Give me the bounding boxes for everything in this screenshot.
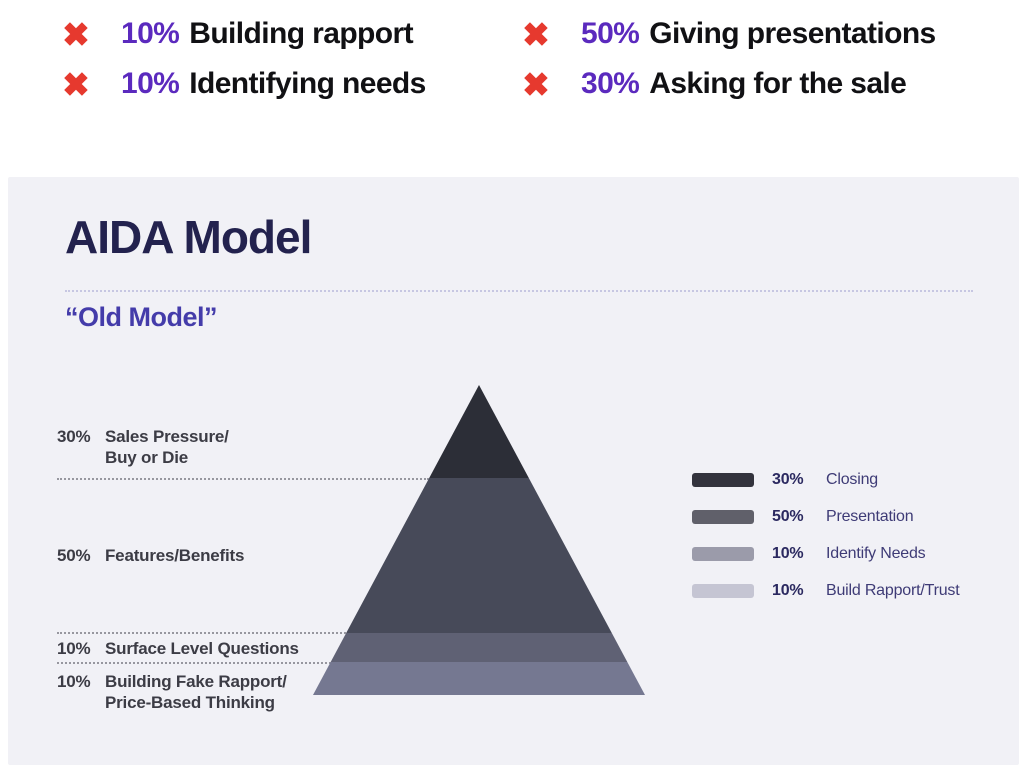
x-mark-icon: ✖ <box>62 15 90 53</box>
side-text: Features/Benefits <box>105 546 245 565</box>
item-label: Building rapport <box>189 17 413 50</box>
legend-row-presentation: 50% Presentation <box>692 507 914 527</box>
legend-percent: 10% <box>772 582 804 599</box>
aida-model-card: AIDA Model “Old Model” 30% Sales Pressur… <box>8 177 1019 765</box>
item-label: Giving presentations <box>649 17 936 50</box>
legend-row-identify-needs: 10% Identify Needs <box>692 544 926 564</box>
page-title: AIDA Model <box>65 211 312 263</box>
strikeout-item-identifying-needs: ✖ 10% Identifying needs <box>55 61 426 107</box>
legend-swatch <box>692 473 754 487</box>
side-label-features-benefits: 50% Features/Benefits <box>57 545 244 566</box>
legend-row-closing: 30% Closing <box>692 470 878 490</box>
percent-value: 50% <box>581 17 640 50</box>
pyramid-diagram <box>313 385 645 695</box>
level-divider-line <box>57 478 429 480</box>
pyramid-band-build-rapport <box>313 662 645 695</box>
side-percent: 10% <box>57 672 91 691</box>
side-percent: 50% <box>57 546 91 565</box>
legend-label: Presentation <box>826 508 914 525</box>
percent-value: 30% <box>581 67 640 100</box>
legend-percent: 10% <box>772 545 804 562</box>
strikeout-item-asking-for-sale: ✖ 30% Asking for the sale <box>515 61 907 107</box>
item-label: Asking for the sale <box>649 67 907 100</box>
legend-swatch <box>692 547 754 561</box>
pyramid-band-closing <box>313 385 645 478</box>
card-subtitle: “Old Model” <box>65 302 218 332</box>
x-mark-icon: ✖ <box>522 65 550 103</box>
legend-label: Build Rapport/Trust <box>826 582 960 599</box>
percent-value: 10% <box>121 17 180 50</box>
percent-value: 10% <box>121 67 180 100</box>
title-divider <box>65 290 973 292</box>
legend-swatch <box>692 510 754 524</box>
strikeout-text: 10% Identifying needs <box>121 67 426 101</box>
side-percent: 10% <box>57 639 91 658</box>
pyramid-band-presentation <box>313 478 645 633</box>
legend-row-build-rapport: 10% Build Rapport/Trust <box>692 581 960 601</box>
legend-percent: 50% <box>772 508 804 525</box>
strikeout-item-building-rapport: ✖ 10% Building rapport <box>55 11 413 57</box>
side-percent: 30% <box>57 427 91 446</box>
legend-swatch <box>692 584 754 598</box>
x-mark-icon: ✖ <box>62 65 90 103</box>
pyramid-band-identify-needs <box>313 633 645 662</box>
side-label-surface-questions: 10% Surface Level Questions <box>57 638 299 659</box>
side-text: Building Fake Rapport/ Price-Based Think… <box>105 672 287 712</box>
strikeout-item-giving-presentations: ✖ 50% Giving presentations <box>515 11 936 57</box>
item-label: Identifying needs <box>189 67 426 100</box>
legend-label: Closing <box>826 471 878 488</box>
strikeout-text: 50% Giving presentations <box>581 17 936 51</box>
legend-label: Identify Needs <box>826 545 926 562</box>
side-text: Sales Pressure/ Buy or Die <box>105 427 229 467</box>
side-label-sales-pressure: 30% Sales Pressure/ Buy or Die <box>57 426 229 468</box>
side-label-fake-rapport: 10% Building Fake Rapport/ Price-Based T… <box>57 671 287 713</box>
strikeout-text: 10% Building rapport <box>121 17 414 51</box>
legend-percent: 30% <box>772 471 804 488</box>
side-text: Surface Level Questions <box>105 639 299 658</box>
strikeout-text: 30% Asking for the sale <box>581 67 907 101</box>
level-divider-line <box>57 632 346 634</box>
level-divider-line <box>57 662 331 664</box>
x-mark-icon: ✖ <box>522 15 550 53</box>
